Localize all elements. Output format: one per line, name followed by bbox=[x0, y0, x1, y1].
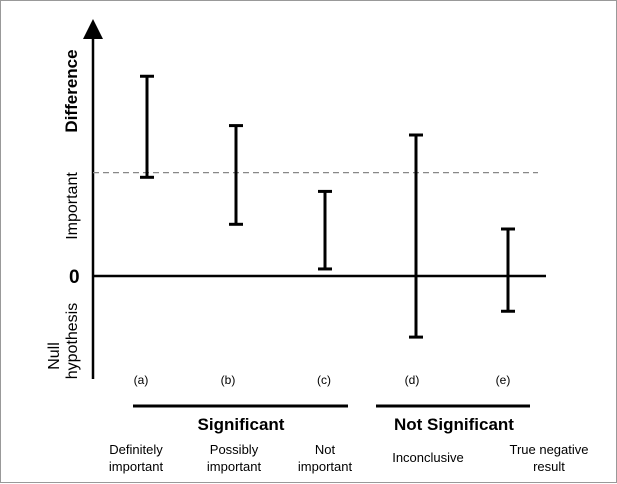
description-c-line2: important bbox=[298, 459, 353, 474]
important-label: Important bbox=[64, 172, 81, 240]
description-b-line2: important bbox=[207, 459, 262, 474]
null-hypothesis-label-line1: Null bbox=[46, 342, 63, 370]
interval-bar-c bbox=[318, 189, 332, 271]
interval-bars bbox=[140, 74, 515, 339]
interval-bar-b bbox=[229, 124, 243, 226]
description-b-line1: Possibly bbox=[210, 442, 259, 457]
zero-label: 0 bbox=[69, 267, 80, 288]
interval-bar-d bbox=[409, 133, 423, 339]
interval-letter-e: (e) bbox=[496, 373, 511, 387]
difference-label: Difference bbox=[62, 49, 81, 132]
description-d-line1: Inconclusive bbox=[392, 450, 464, 465]
not-significant-group-label: Not Significant bbox=[394, 415, 514, 434]
interval-bar-a bbox=[140, 74, 154, 179]
interval-bar-e bbox=[501, 227, 515, 313]
description-e-line1: True negative bbox=[509, 442, 588, 457]
interval-letter-d: (d) bbox=[405, 373, 420, 387]
description-a-line2: important bbox=[109, 459, 164, 474]
description-e-line2: result bbox=[533, 459, 565, 474]
interval-letter-c: (c) bbox=[317, 373, 331, 387]
significant-group-label: Significant bbox=[198, 415, 285, 434]
interval-letter-b: (b) bbox=[221, 373, 236, 387]
description-c-line1: Not bbox=[315, 442, 336, 457]
interval-letter-a: (a) bbox=[134, 373, 149, 387]
description-a-line1: Definitely bbox=[109, 442, 163, 457]
null-hypothesis-label-line2: hypothesis bbox=[64, 303, 81, 380]
